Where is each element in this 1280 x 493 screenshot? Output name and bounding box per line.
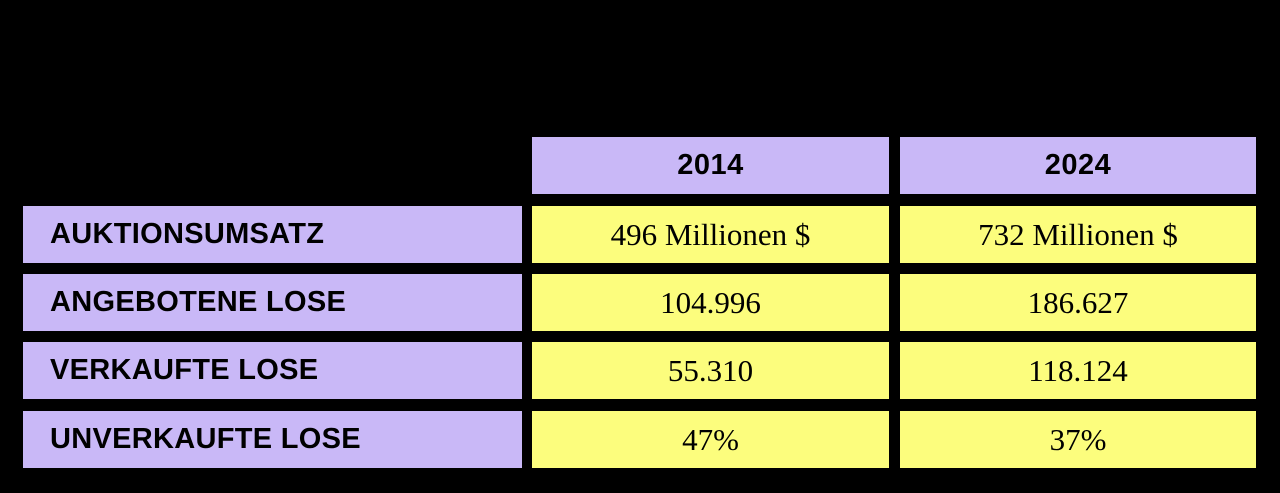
value-auktionsumsatz-2024: 732 Millionen $ (900, 206, 1256, 263)
value-angebotene-lose-2014: 104.996 (532, 274, 889, 331)
value-auktionsumsatz-2014: 496 Millionen $ (532, 206, 889, 263)
value-unverkaufte-lose-2024: 37% (900, 411, 1256, 468)
value-angebotene-lose-2024: 186.627 (900, 274, 1256, 331)
value-verkaufte-lose-2024: 118.124 (900, 342, 1256, 399)
value-unverkaufte-lose-2014: 47% (532, 411, 889, 468)
comparison-table: 2014 2024 AUKTIONSUMSATZ 496 Millionen $… (23, 137, 1256, 468)
row-label-auktionsumsatz: AUKTIONSUMSATZ (23, 206, 522, 263)
year-header-2024: 2024 (900, 137, 1256, 194)
value-verkaufte-lose-2014: 55.310 (532, 342, 889, 399)
row-label-unverkaufte-lose: UNVERKAUFTE LOSE (23, 411, 522, 468)
row-label-verkaufte-lose: VERKAUFTE LOSE (23, 342, 522, 399)
row-label-angebotene-lose: ANGEBOTENE LOSE (23, 274, 522, 331)
year-header-2014: 2014 (532, 137, 889, 194)
